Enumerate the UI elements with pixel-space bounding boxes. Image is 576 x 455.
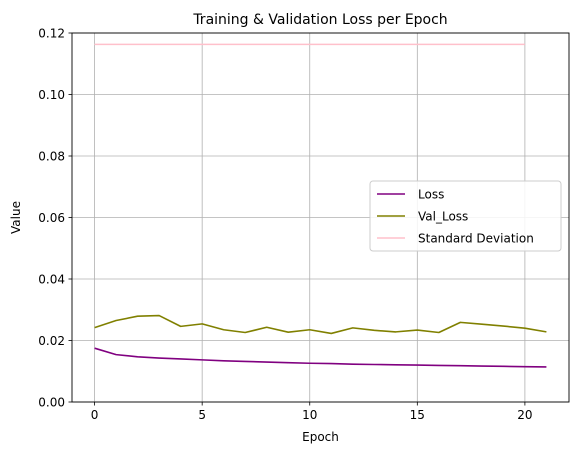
series-line-loss	[94, 347, 547, 368]
legend-label-standard-deviation: Standard Deviation	[418, 231, 534, 245]
legend-label-val-loss: Val_Loss	[418, 209, 468, 223]
series-line-val-loss	[94, 314, 547, 335]
y-tick-label: 0.08	[38, 149, 65, 163]
legend-box	[369, 180, 562, 252]
x-tick-label: 20	[517, 408, 532, 422]
y-axis-label: Value	[9, 201, 23, 234]
y-tick-label: 0.02	[38, 334, 65, 348]
y-tick-label: 0.00	[38, 395, 65, 409]
y-tick-label: 0.10	[38, 88, 65, 102]
series-layer	[94, 43, 547, 368]
x-tick-label: 10	[302, 408, 317, 422]
x-tick-label: 5	[198, 408, 206, 422]
y-tick-label: 0.06	[38, 211, 65, 225]
axis-ticks: 0 5 10 15 20 0.00 0.02 0.04 0.06 0.08 0.10 0.12	[38, 26, 532, 422]
gridlines	[72, 32, 569, 403]
x-tick-label: 15	[410, 408, 425, 422]
x-axis-label: Epoch	[302, 430, 339, 444]
y-tick-label: 0.04	[38, 272, 65, 286]
legend-label-loss: Loss	[418, 187, 444, 201]
legend: Loss Val_Loss Standard Deviation	[369, 180, 562, 252]
chart-title: Training & Validation Loss per Epoch	[192, 12, 447, 28]
y-tick-label: 0.12	[38, 26, 65, 40]
x-tick-label: 0	[91, 408, 99, 422]
